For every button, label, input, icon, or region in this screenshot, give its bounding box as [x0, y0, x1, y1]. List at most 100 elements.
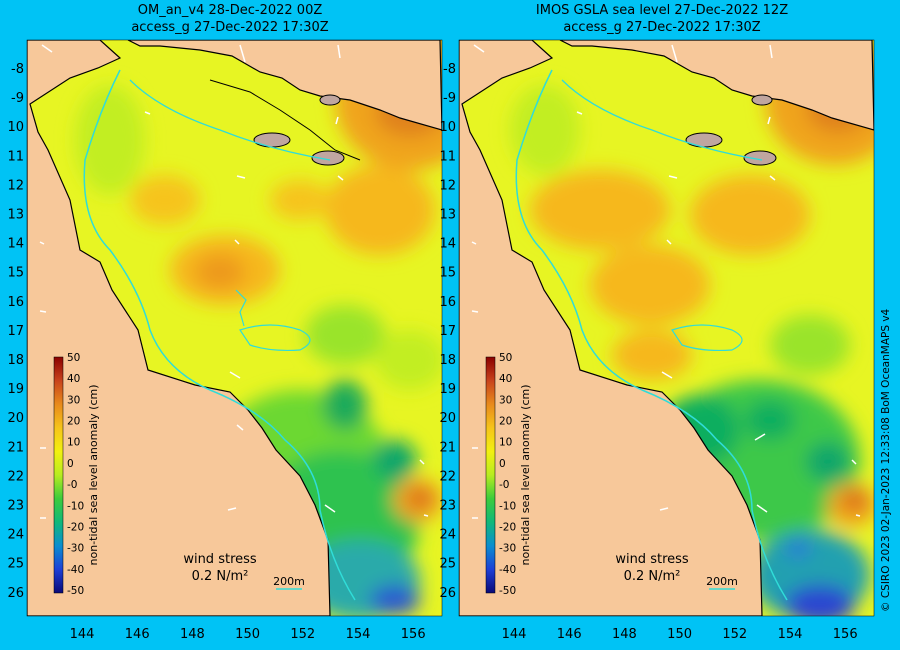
longitude-tick-label: 150	[235, 627, 260, 642]
left-png-landmass	[127, 40, 442, 131]
latitude-tick-label: 10	[7, 120, 24, 135]
right-wind-arrows	[471, 44, 861, 519]
longitude-tick-label: 148	[612, 627, 637, 642]
latitude-tick-label: 23	[439, 499, 456, 514]
latitude-tick-label: 12	[439, 178, 456, 193]
colorbar-tick-label: 10	[499, 437, 512, 449]
longitude-tick-label: 156	[401, 627, 426, 642]
latitude-tick-label: 18	[7, 353, 24, 368]
left-map-panel	[26, 39, 443, 617]
colorbar-tick-label: 50	[499, 352, 512, 364]
longitude-tick-label: 144	[70, 627, 95, 642]
left-australia-landmass	[27, 40, 331, 616]
right-200m-isobath	[515, 69, 788, 601]
colorbar-tick-label: -10	[67, 500, 84, 512]
right-wind-legend-line1: wind stress	[615, 552, 689, 567]
right-title-line2: access_g 27-Dec-2022 17:30Z	[563, 20, 761, 35]
longitude-tick-label: 152	[722, 627, 747, 642]
right-longitude-axis: 144 146 148 150 152 154 156	[502, 627, 858, 642]
latitude-tick-label: 20	[439, 411, 456, 426]
latitude-tick-label: 15	[439, 266, 456, 281]
latitude-tick-label: 24	[7, 528, 24, 543]
latitude-tick-label: 26	[7, 586, 24, 601]
latitude-tick-label: 17	[7, 324, 24, 339]
longitude-tick-label: 152	[290, 627, 315, 642]
left-wind-legend: wind stress 0.2 N/m² 200m	[183, 552, 305, 590]
left-wind-legend-line1: wind stress	[183, 552, 257, 567]
latitude-tick-label: 11	[439, 149, 456, 164]
colorbar-tick-label: 10	[67, 437, 80, 449]
latitude-tick-label: -9	[11, 91, 24, 106]
longitude-tick-label: 148	[180, 627, 205, 642]
right-wind-legend: wind stress 0.2 N/m² 200m	[615, 552, 738, 590]
latitude-tick-label: 19	[7, 382, 24, 397]
colorbar-tick-label: -0	[67, 479, 77, 491]
colorbar-tick-label: 20	[67, 416, 80, 428]
latitude-tick-label: 25	[7, 557, 24, 572]
colorbar-tick-label: 40	[499, 373, 512, 385]
latitude-tick-label: 22	[439, 469, 456, 484]
latitude-tick-label: 15	[7, 266, 24, 281]
latitude-tick-label: -8	[11, 62, 24, 77]
left-longitude-axis: 144 146 148 150 152 154 156	[70, 627, 426, 642]
latitude-tick-label: 24	[439, 528, 456, 543]
latitude-tick-label: 13	[439, 208, 456, 223]
colorbar-tick-label: -30	[499, 543, 516, 555]
latitude-tick-label: 21	[7, 440, 24, 455]
left-title-line1: OM_an_v4 28-Dec-2022 00Z	[137, 3, 323, 18]
left-anomaly-field	[27, 40, 442, 616]
latitude-tick-label: 13	[7, 208, 24, 223]
colorbar-tick-label: -20	[499, 521, 516, 533]
latitude-tick-label: -9	[443, 91, 456, 106]
latitude-tick-label: 14	[7, 237, 24, 252]
latitude-tick-label: 22	[7, 469, 24, 484]
longitude-tick-label: 146	[125, 627, 150, 642]
colorbar-tick-label: 0	[67, 458, 74, 470]
colorbar-tick-label: -10	[499, 500, 516, 512]
left-wind-legend-line2: 0.2 N/m²	[192, 569, 249, 584]
latitude-tick-label: 21	[439, 440, 456, 455]
latitude-tick-label: 12	[7, 178, 24, 193]
right-map-panel	[458, 39, 875, 617]
left-colorbar-label: non-tidal sea level anomaly (cm)	[87, 385, 100, 566]
right-panel-title: IMOS GSLA sea level 27-Dec-2022 12Z acce…	[452, 2, 872, 36]
colorbar-tick-label: -20	[67, 521, 84, 533]
right-colorbar-label: non-tidal sea level anomaly (cm)	[519, 385, 532, 566]
longitude-tick-label: 146	[557, 627, 582, 642]
latitude-tick-label: 11	[7, 149, 24, 164]
colorbar-tick-label: 20	[499, 416, 512, 428]
latitude-tick-label: 10	[439, 120, 456, 135]
longitude-tick-label: 154	[778, 627, 803, 642]
latitude-tick-label: 25	[439, 557, 456, 572]
latitude-tick-label: -8	[443, 62, 456, 77]
left-wind-arrows	[39, 44, 429, 519]
longitude-tick-label: 150	[667, 627, 692, 642]
right-anomaly-field	[459, 40, 874, 616]
left-200m-isobath	[83, 69, 356, 601]
longitude-tick-label: 154	[346, 627, 371, 642]
colorbar-tick-label: 30	[499, 394, 512, 406]
right-australia-landmass	[459, 40, 763, 616]
latitude-tick-label: 19	[439, 382, 456, 397]
colorbar-tick-label: 0	[499, 458, 506, 470]
colorbar-tick-label: 50	[67, 352, 80, 364]
colorbar-tick-label: -40	[499, 564, 516, 576]
latitude-tick-label: 26	[439, 586, 456, 601]
colorbar-tick-label: -40	[67, 564, 84, 576]
right-isobath-legend: 200m	[706, 575, 738, 588]
latitude-tick-label: 17	[439, 324, 456, 339]
right-wind-legend-line2: 0.2 N/m²	[624, 569, 681, 584]
left-colorbar: 50 40 30 20 10 0 -0 -10 -20 -30 -40 -50 non-tidal s…	[53, 352, 100, 597]
colorbar-tick-label: 40	[67, 373, 80, 385]
colorbar-tick-label: 30	[67, 394, 80, 406]
credit-text: © CSIRO 2023 02-Jan-2023 12:33:08 BoM Oc…	[880, 308, 892, 612]
left-title-line2: access_g 27-Dec-2022 17:30Z	[131, 20, 329, 35]
left-latitude-axis: -8 -9 10 11 12 13 14 15 16 17 18 19 20 21 22 23 24 25 26	[7, 62, 24, 601]
colorbar-tick-label: -50	[67, 585, 84, 597]
colorbar-tick-label: -30	[67, 543, 84, 555]
latitude-tick-label: 23	[7, 499, 24, 514]
left-isobath-legend: 200m	[273, 575, 305, 588]
right-latitude-axis: -8 -9 10 11 12 13 14 15 16 17 18 19 20 21 22 23 24 25 26	[439, 62, 456, 601]
colorbar-tick-label: -50	[499, 585, 516, 597]
